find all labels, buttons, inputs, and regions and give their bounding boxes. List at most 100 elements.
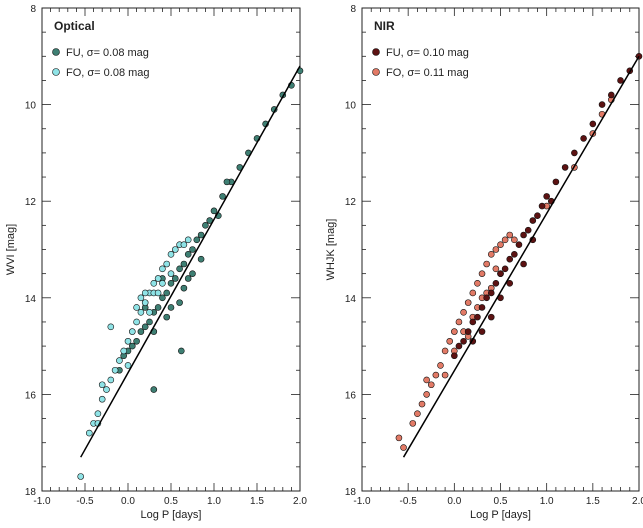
optical-plot-frame (41, 7, 301, 492)
nir-series-0-point (492, 280, 500, 287)
optical-series-0-point (193, 236, 201, 244)
nir-series-0-point (460, 337, 467, 345)
optical-series-1-point (159, 265, 166, 273)
optical-panel: -1.0 -0.5 0.0 0.5 1.0 1.5 2.0 8 10 12 14 16 18 Log P … (5, 4, 307, 521)
nir-series-1-point (423, 391, 430, 398)
optical-series-1-point (133, 304, 140, 311)
nir-x-axis-title: Log P [days] (470, 509, 531, 521)
optical-y-tick-label: 10 (25, 101, 37, 112)
optical-series-0-point (178, 347, 185, 355)
optical-x-tick-label: -0.5 (76, 496, 94, 507)
nir-series-0-point (483, 294, 490, 302)
optical-series-1-point (133, 318, 140, 326)
nir-series-0-point (520, 260, 527, 268)
nir-series-1-point (469, 289, 477, 297)
nir-series-0-point (451, 352, 458, 360)
nir-series-0-point (534, 212, 541, 219)
nir-series-1-point (474, 280, 481, 287)
optical-series-0-point (133, 337, 140, 345)
nir-y-tick-label: 18 (345, 487, 357, 498)
nir-series-0-point (580, 135, 587, 142)
nir-series-1-point (446, 337, 454, 345)
optical-series-0-point (167, 304, 175, 311)
nir-series-0-point (487, 313, 495, 321)
nir-series-1-point (455, 318, 463, 326)
nir-series-0-point (506, 280, 514, 287)
nir-series-0-point (617, 77, 624, 84)
nir-series-1-point (423, 376, 430, 384)
nir-legend-marker-1 (372, 68, 380, 76)
optical-series-0-point (141, 323, 149, 331)
optical-series-1-point (184, 236, 192, 244)
optical-series-0-point (180, 260, 188, 268)
optical-y-axis-title: WVI [mag] (5, 224, 17, 275)
optical-series-0-point (184, 275, 192, 282)
optical-series-1-point (163, 260, 170, 268)
nir-x-tick-label: 2.0 (632, 496, 643, 507)
optical-series-1-point (107, 323, 115, 331)
optical-series-0-point (189, 270, 196, 277)
nir-series-1-point (460, 308, 467, 316)
nir-series-0-point (520, 231, 527, 239)
nir-panel: -1.0 -0.5 0.0 0.5 1.0 1.5 2.0 8 10 12 14 16 18 Log P … (325, 4, 643, 521)
nir-y-tick-label: 8 (350, 4, 356, 15)
optical-series-0-point (202, 222, 209, 229)
optical-series-0-point (129, 342, 136, 350)
optical-series-1-point (137, 308, 145, 316)
nir-series-0-point (552, 178, 560, 186)
nir-series-1-point (506, 231, 514, 239)
nir-series-1-point (395, 434, 403, 442)
optical-series-0-point (163, 289, 170, 297)
optical-series-1-point (116, 357, 123, 364)
optical-series-1-point (94, 410, 102, 418)
optical-series-0-point (159, 294, 166, 302)
nir-series-0-point (464, 328, 472, 335)
optical-series-0-point (184, 251, 192, 258)
nir-series-1-point (464, 299, 472, 306)
optical-series-0-point (146, 318, 153, 326)
nir-series-0-point (469, 318, 477, 326)
optical-series-1-point (124, 362, 132, 369)
optical-y-tick-label: 18 (25, 487, 37, 498)
optical-series-1-point (141, 289, 149, 297)
nir-series-0-point (487, 289, 495, 297)
optical-series-1-point (98, 381, 106, 389)
optical-series-1-point (120, 347, 127, 355)
optical-series-1-point (159, 280, 166, 287)
nir-legend-label-1: FO, σ= 0.11 mag (386, 67, 469, 79)
optical-x-tick-label: -1.0 (33, 496, 51, 507)
optical-x-tick-label: 0.0 (121, 496, 135, 507)
nir-series-1-point (497, 241, 504, 248)
nir-y-axis-title: WHJK [mag] (325, 219, 337, 281)
nir-fit-line (402, 55, 640, 458)
optical-y-tick-label: 16 (25, 390, 37, 401)
nir-x-tick-label: 1.5 (586, 496, 600, 507)
nir-series-1-point (511, 236, 518, 244)
nir-series-0-point (607, 91, 615, 99)
optical-series-1-point (141, 299, 149, 306)
nir-y-tick-label: 12 (345, 197, 357, 208)
nir-panel-title: NIR (374, 19, 395, 33)
optical-series-1-point (172, 246, 179, 253)
nir-series-0-point (524, 226, 532, 234)
nir-y-tick-label: 16 (345, 390, 357, 401)
nir-series-0-point (538, 202, 546, 210)
optical-series-0-point (189, 246, 196, 253)
nir-series-0-point (474, 313, 481, 321)
optical-series-0-point (180, 284, 188, 292)
optical-series-0-point (223, 178, 231, 186)
optical-x-tick-label: 1.5 (250, 496, 264, 507)
optical-series-1-point (150, 280, 158, 287)
nir-x-tick-label: -0.5 (400, 496, 418, 507)
optical-legend-label-1: FO, σ= 0.08 mag (66, 67, 150, 79)
optical-series-1-point (107, 376, 115, 384)
nir-plot-frame (361, 7, 640, 492)
optical-series-0-point (137, 328, 145, 335)
nir-series-0-point (478, 328, 486, 335)
optical-series-0-point (197, 255, 205, 263)
nir-series-0-point (515, 241, 523, 248)
optical-y-tick-label: 14 (25, 294, 37, 305)
nir-series-1-point (432, 371, 440, 379)
optical-series-0-point (176, 299, 183, 306)
